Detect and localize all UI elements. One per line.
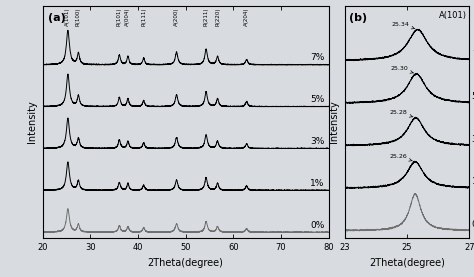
Text: 3%: 3% bbox=[310, 137, 325, 146]
Text: 1%: 1% bbox=[310, 179, 325, 188]
Text: 5%: 5% bbox=[310, 95, 325, 104]
Text: R(100): R(100) bbox=[76, 8, 81, 27]
Text: R(211): R(211) bbox=[204, 8, 209, 27]
Y-axis label: Intensity: Intensity bbox=[329, 101, 339, 143]
X-axis label: 2Theta(degree): 2Theta(degree) bbox=[148, 258, 224, 268]
Text: 7%: 7% bbox=[310, 53, 325, 62]
Text: (b): (b) bbox=[349, 12, 367, 22]
X-axis label: 2Theta(degree): 2Theta(degree) bbox=[369, 258, 445, 268]
Text: R(101): R(101) bbox=[117, 8, 122, 27]
Text: 0%: 0% bbox=[472, 220, 474, 229]
Text: 7%: 7% bbox=[472, 50, 474, 59]
Text: 3%: 3% bbox=[472, 135, 474, 144]
Text: 25.28: 25.28 bbox=[390, 110, 413, 117]
Text: R(111): R(111) bbox=[141, 8, 146, 27]
Text: A(200): A(200) bbox=[174, 8, 179, 27]
Text: 25.30: 25.30 bbox=[391, 66, 414, 73]
Text: (a): (a) bbox=[48, 12, 66, 22]
Text: R(220): R(220) bbox=[215, 8, 220, 27]
Text: A(204): A(204) bbox=[244, 8, 249, 27]
Y-axis label: Intensity: Intensity bbox=[27, 101, 37, 143]
Text: A(004): A(004) bbox=[126, 8, 130, 27]
Text: A(101): A(101) bbox=[65, 8, 71, 27]
Text: 5%: 5% bbox=[472, 92, 474, 101]
Text: 25.34: 25.34 bbox=[392, 22, 415, 29]
Text: A(101): A(101) bbox=[439, 11, 467, 20]
Text: 25.26: 25.26 bbox=[389, 154, 412, 161]
Text: 1%: 1% bbox=[472, 177, 474, 186]
Text: 0%: 0% bbox=[310, 221, 325, 230]
